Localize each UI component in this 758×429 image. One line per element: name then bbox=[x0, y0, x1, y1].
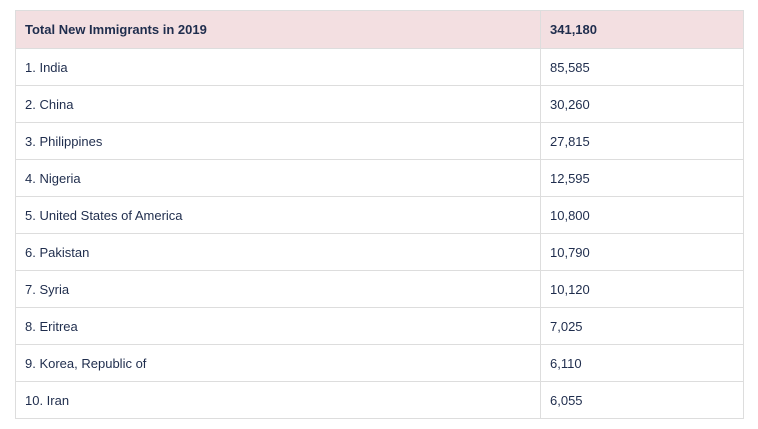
table-row: 7. Syria 10,120 bbox=[15, 270, 744, 308]
table-row: 1. India 85,585 bbox=[15, 48, 744, 86]
count-cell: 85,585 bbox=[540, 48, 744, 86]
country-cell: 1. India bbox=[15, 48, 541, 86]
country-cell: 2. China bbox=[15, 85, 541, 123]
count-cell: 10,800 bbox=[540, 196, 744, 234]
country-cell: 9. Korea, Republic of bbox=[15, 344, 541, 382]
table-row: 8. Eritrea 7,025 bbox=[15, 307, 744, 345]
country-cell: 4. Nigeria bbox=[15, 159, 541, 197]
table-row: 3. Philippines 27,815 bbox=[15, 122, 744, 160]
table-row: 10. Iran 6,055 bbox=[15, 381, 744, 419]
country-cell: 7. Syria bbox=[15, 270, 541, 308]
count-cell: 27,815 bbox=[540, 122, 744, 160]
count-cell: 6,110 bbox=[540, 344, 744, 382]
table-row: 2. China 30,260 bbox=[15, 85, 744, 123]
table-row: 9. Korea, Republic of 6,110 bbox=[15, 344, 744, 382]
country-cell: 3. Philippines bbox=[15, 122, 541, 160]
count-cell: 10,790 bbox=[540, 233, 744, 271]
table-row: 4. Nigeria 12,595 bbox=[15, 159, 744, 197]
header-total: 341,180 bbox=[540, 10, 744, 49]
count-cell: 7,025 bbox=[540, 307, 744, 345]
header-label: Total New Immigrants in 2019 bbox=[15, 10, 541, 49]
table-row: 6. Pakistan 10,790 bbox=[15, 233, 744, 271]
country-cell: 10. Iran bbox=[15, 381, 541, 419]
country-cell: 5. United States of America bbox=[15, 196, 541, 234]
table-row: 5. United States of America 10,800 bbox=[15, 196, 744, 234]
count-cell: 6,055 bbox=[540, 381, 744, 419]
country-cell: 8. Eritrea bbox=[15, 307, 541, 345]
immigration-table: Total New Immigrants in 2019 341,180 1. … bbox=[15, 10, 744, 419]
table-body: Total New Immigrants in 2019 341,180 1. … bbox=[15, 10, 744, 419]
header-row: Total New Immigrants in 2019 341,180 bbox=[15, 10, 744, 49]
count-cell: 30,260 bbox=[540, 85, 744, 123]
count-cell: 10,120 bbox=[540, 270, 744, 308]
country-cell: 6. Pakistan bbox=[15, 233, 541, 271]
count-cell: 12,595 bbox=[540, 159, 744, 197]
